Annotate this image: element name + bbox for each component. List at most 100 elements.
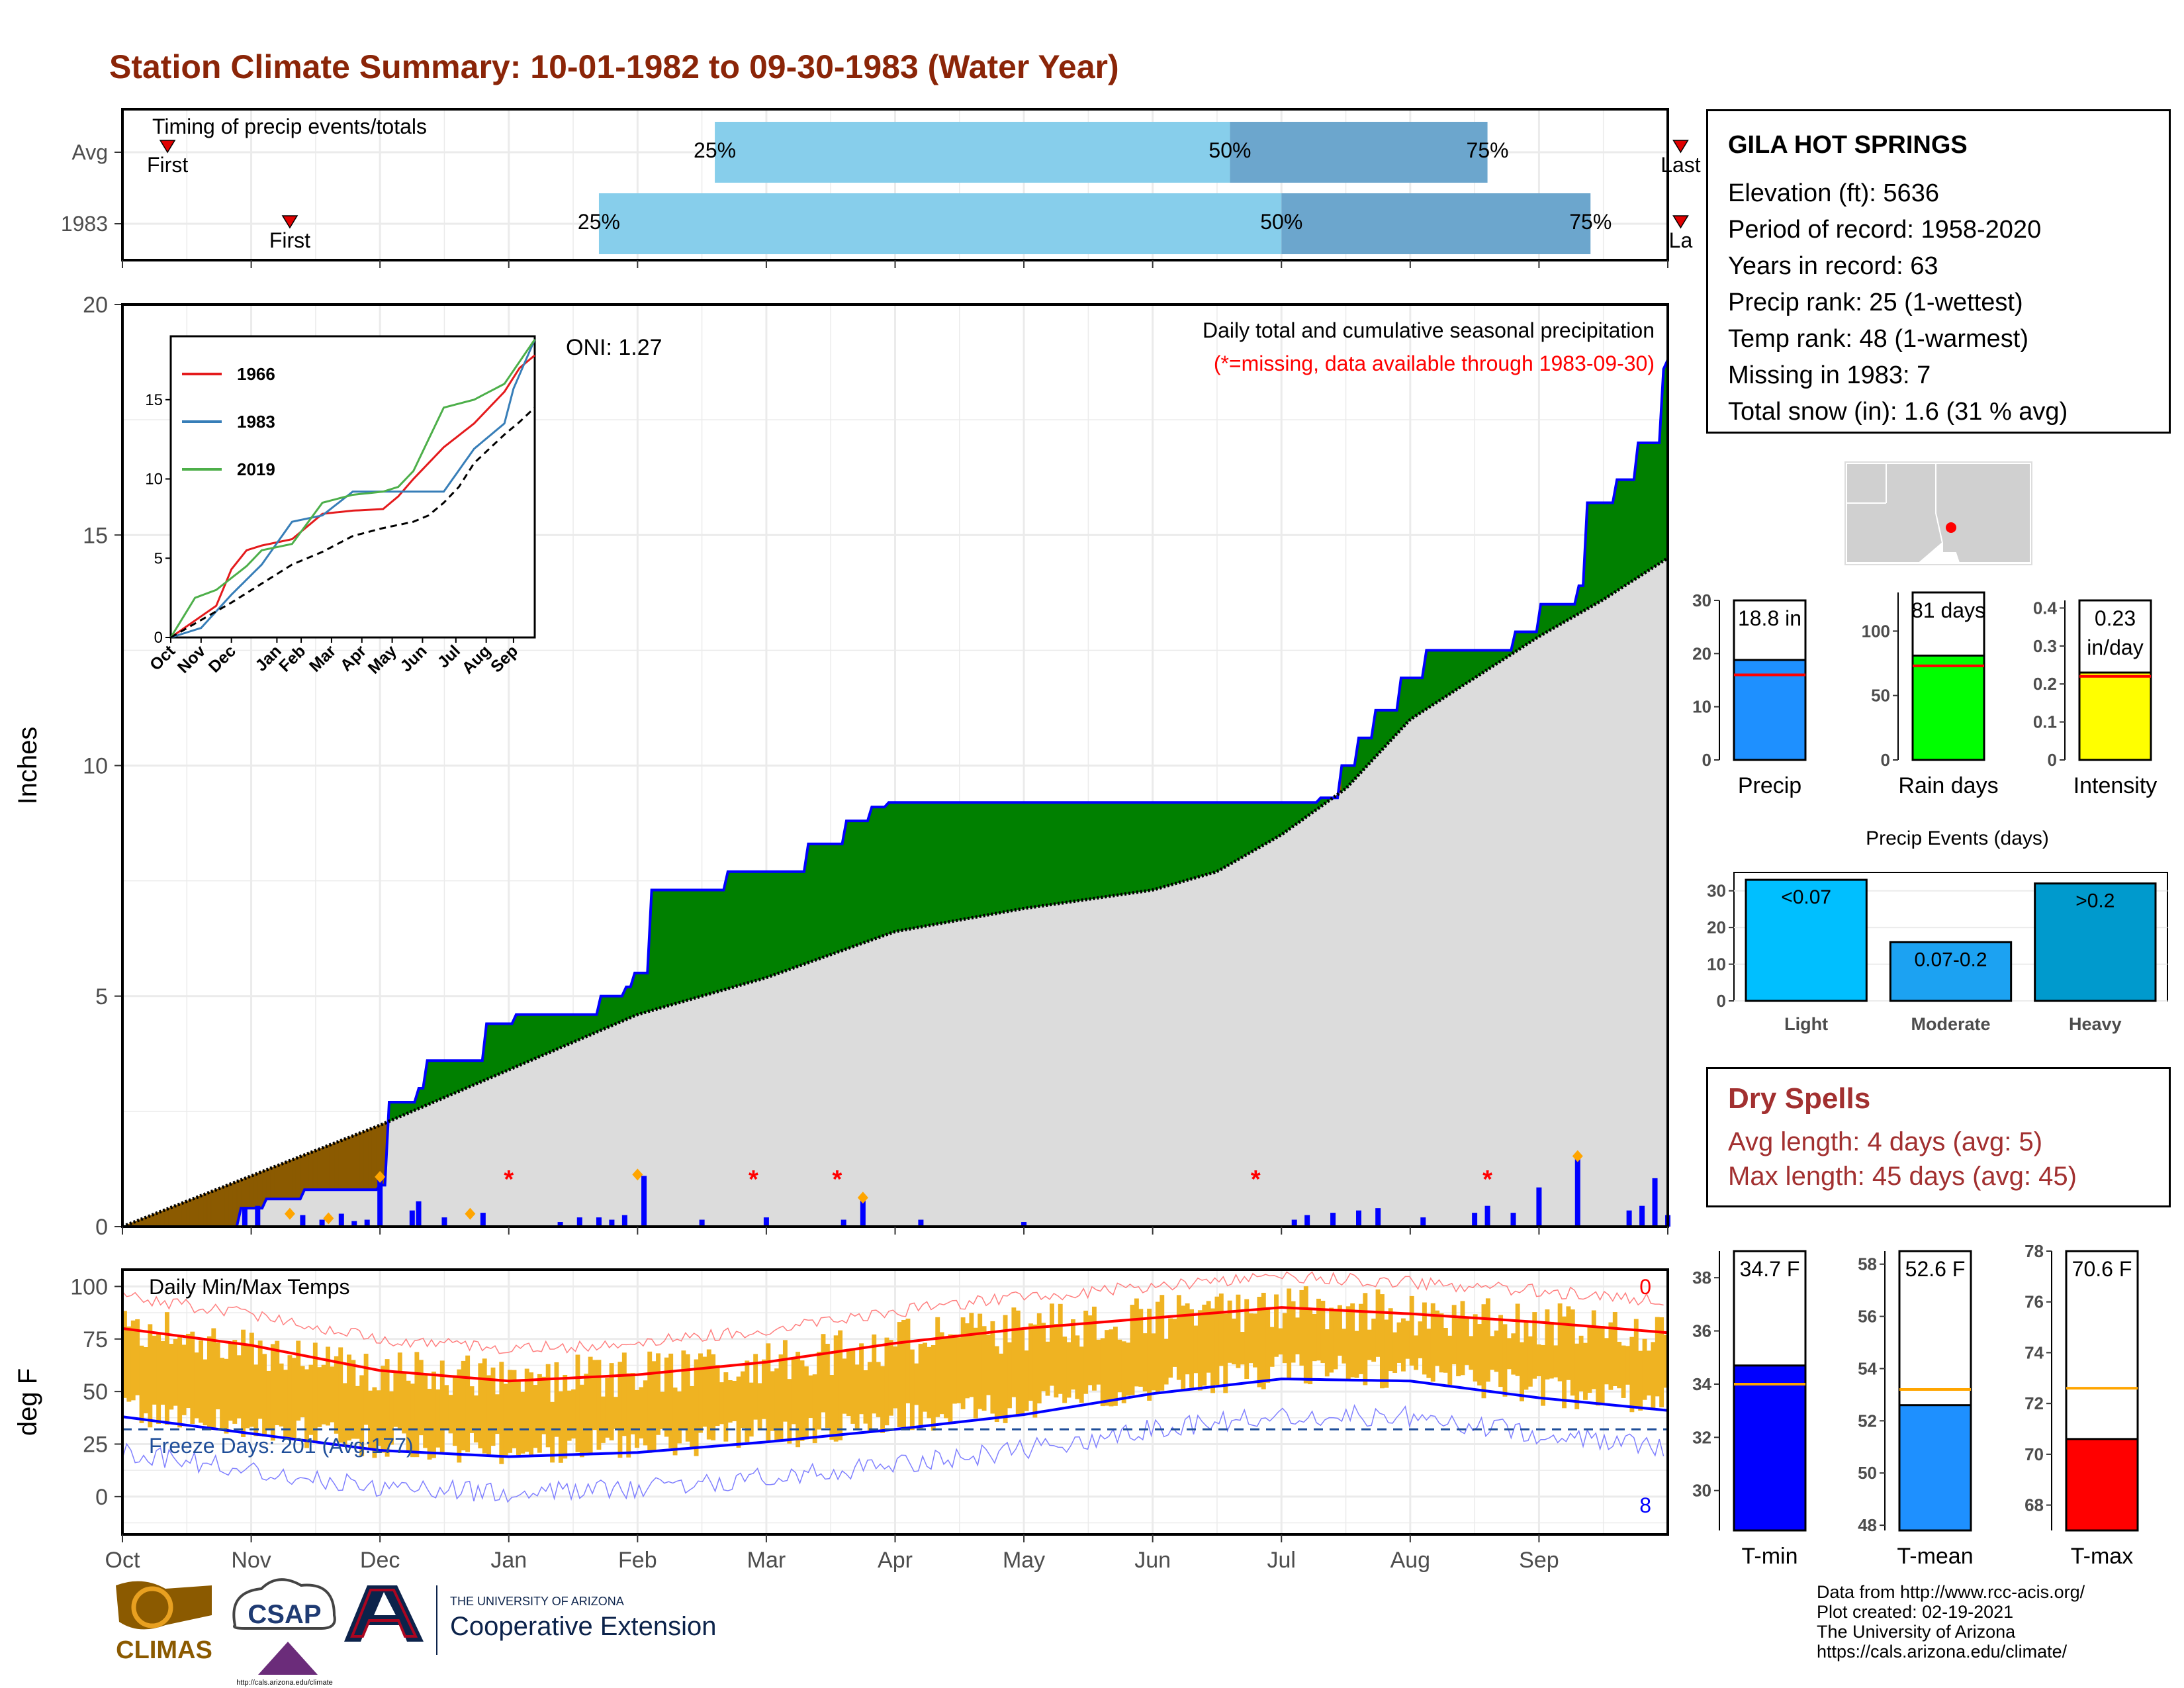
above-average-area [807, 843, 813, 963]
daily-temp-range-bar [1185, 1303, 1190, 1375]
daily-precip-bar [1420, 1217, 1426, 1227]
daily-temp-range-bar [1477, 1324, 1482, 1385]
daily-temp-range-bar [541, 1376, 547, 1434]
daily-temp-range-bar [918, 1344, 923, 1430]
below-average-area [355, 1133, 360, 1190]
above-average-area [1367, 737, 1372, 767]
daily-precip-bar [441, 1217, 447, 1227]
above-average-area [1007, 802, 1012, 912]
timing-pct-label: 25% [578, 210, 620, 234]
daily-temp-range-bar [927, 1346, 932, 1419]
above-average-area [884, 801, 889, 936]
daily-temp-range-bar [990, 1321, 995, 1414]
temperature-panel: Daily Min/Max Temps Freeze Days: 201 (Avg… [13, 1268, 1669, 1573]
above-average-area [1193, 802, 1199, 879]
daily-temp-range-bar [1663, 1335, 1668, 1388]
above-average-area [1256, 802, 1262, 849]
above-average-area [1049, 802, 1054, 906]
above-average-area [1222, 802, 1228, 869]
events-category-label: Moderate [1911, 1014, 1990, 1034]
daily-temp-range-bar [1160, 1295, 1165, 1391]
timing-pct-label: 25% [694, 138, 736, 162]
mini-y-tick-label: 70 [2025, 1444, 2044, 1464]
above-average-area [740, 871, 745, 986]
above-average-area [947, 802, 953, 923]
daily-temp-range-bar [1481, 1304, 1486, 1399]
above-average-area [846, 820, 851, 950]
below-average-area [164, 1207, 169, 1227]
daily-temp-range-bar [1574, 1343, 1580, 1409]
daily-temp-range-bar [960, 1317, 966, 1409]
above-average-area [829, 843, 835, 956]
daily-temp-range-bar [478, 1363, 483, 1448]
above-average-area [821, 843, 826, 959]
daily-temp-range-bar [169, 1344, 174, 1410]
daily-temp-range-bar [1126, 1342, 1131, 1396]
above-average-area [901, 802, 906, 931]
daily-temp-range-bar [1532, 1312, 1537, 1379]
below-average-area [312, 1149, 318, 1190]
daily-temp-range-bar [1447, 1335, 1453, 1385]
daily-temp-range-bar [372, 1387, 377, 1458]
daily-temp-range-bar [1647, 1350, 1651, 1396]
events-bar-label: >0.2 [2075, 890, 2115, 912]
station-info-row: Total snow (in): 1.6 (31 % avg) [1728, 398, 2068, 426]
daily-temp-range-bar [418, 1360, 424, 1436]
mini-y-tick-label: 50 [1858, 1463, 1877, 1483]
below-average-area [346, 1136, 351, 1190]
daily-temp-range-bar [427, 1389, 432, 1460]
daily-precip-bar [1291, 1219, 1297, 1227]
daily-temp-range-bar [1091, 1306, 1097, 1391]
below-average-area [266, 1168, 271, 1199]
above-average-area [1621, 479, 1626, 589]
daily-temp-range-bar [122, 1311, 127, 1398]
above-average-area [1464, 649, 1469, 685]
precip-y-axis-label: Inches [13, 727, 42, 805]
above-average-area [1604, 502, 1609, 600]
daily-temp-range-bar [994, 1346, 999, 1423]
daily-temp-range-bar [1316, 1298, 1321, 1361]
above-average-area [1426, 649, 1432, 710]
mini-bar-value [1733, 1364, 1807, 1532]
above-average-area [583, 1014, 589, 1039]
daily-temp-range-bar [741, 1371, 745, 1429]
timing-bar-q50-q75 [1230, 122, 1488, 183]
daily-temp-range-bar [677, 1391, 682, 1444]
daily-temp-range-bar [999, 1353, 1004, 1418]
dry-spells-row: Max length: 45 days (avg: 45) [1728, 1162, 2077, 1191]
daily-temp-range-bar [139, 1345, 144, 1423]
events-bar [1745, 878, 1868, 1002]
mini-bar-category-label: T-mean [1897, 1544, 1973, 1569]
daily-temp-range-bar [465, 1355, 471, 1452]
daily-precip-bar [699, 1219, 705, 1227]
daily-temp-range-bar [833, 1335, 839, 1442]
daily-temp-range-bar [1545, 1309, 1550, 1380]
daily-temp-range-bar [1155, 1301, 1160, 1393]
station-info-box: GILA HOT SPRINGS Elevation (ft): 5636 Pe… [1706, 109, 2171, 434]
mini-bar-value-label: 81 days [1911, 598, 1985, 622]
daily-temp-range-bar [410, 1383, 415, 1458]
station-info-row: Temp rank: 48 (1-warmest) [1728, 325, 2029, 353]
daily-temp-range-bar [893, 1346, 898, 1409]
daily-precip-bar [300, 1215, 306, 1227]
above-average-area [1125, 802, 1131, 894]
below-average-area [316, 1147, 322, 1190]
daily-temp-range-bar [368, 1390, 373, 1449]
below-average-area [359, 1131, 365, 1190]
county-lines [1846, 463, 1887, 504]
below-average-area [367, 1127, 373, 1190]
above-average-area [1003, 802, 1008, 913]
above-average-area [1134, 802, 1139, 894]
above-average-area [1172, 802, 1177, 885]
daily-precip-bar [1510, 1213, 1516, 1227]
timing-pct-label: 75% [1569, 210, 1612, 234]
daily-temp-range-bar [1083, 1310, 1089, 1394]
mini-y-tick-label: 10 [1692, 697, 1711, 717]
daily-temp-range-bar [635, 1389, 639, 1448]
above-average-area [1291, 802, 1296, 829]
station-info-row: Elevation (ft): 5636 [1728, 179, 1939, 207]
precip-panel-title: Daily total and cumulative seasonal prec… [1203, 318, 1655, 342]
daily-temp-range-bar [439, 1360, 445, 1452]
daily-temp-range-bar [558, 1391, 563, 1463]
daily-temp-range-bar [592, 1360, 597, 1430]
